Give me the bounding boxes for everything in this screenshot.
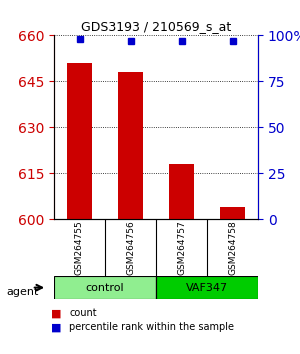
Text: GSM264755: GSM264755 — [75, 221, 84, 275]
Text: control: control — [86, 282, 124, 293]
Text: count: count — [69, 308, 97, 318]
Text: percentile rank within the sample: percentile rank within the sample — [69, 322, 234, 332]
Text: GSM264756: GSM264756 — [126, 221, 135, 275]
Text: GSM264757: GSM264757 — [177, 221, 186, 275]
Bar — [118, 72, 143, 219]
FancyBboxPatch shape — [54, 276, 156, 299]
Text: VAF347: VAF347 — [186, 282, 228, 293]
Text: ■: ■ — [51, 308, 62, 318]
FancyBboxPatch shape — [156, 276, 258, 299]
Text: agent: agent — [6, 287, 38, 297]
Bar — [220, 207, 245, 219]
Bar — [169, 164, 194, 219]
Bar — [67, 63, 92, 219]
Text: GSM264758: GSM264758 — [228, 221, 237, 275]
Title: GDS3193 / 210569_s_at: GDS3193 / 210569_s_at — [81, 20, 231, 33]
Text: ■: ■ — [51, 322, 62, 332]
